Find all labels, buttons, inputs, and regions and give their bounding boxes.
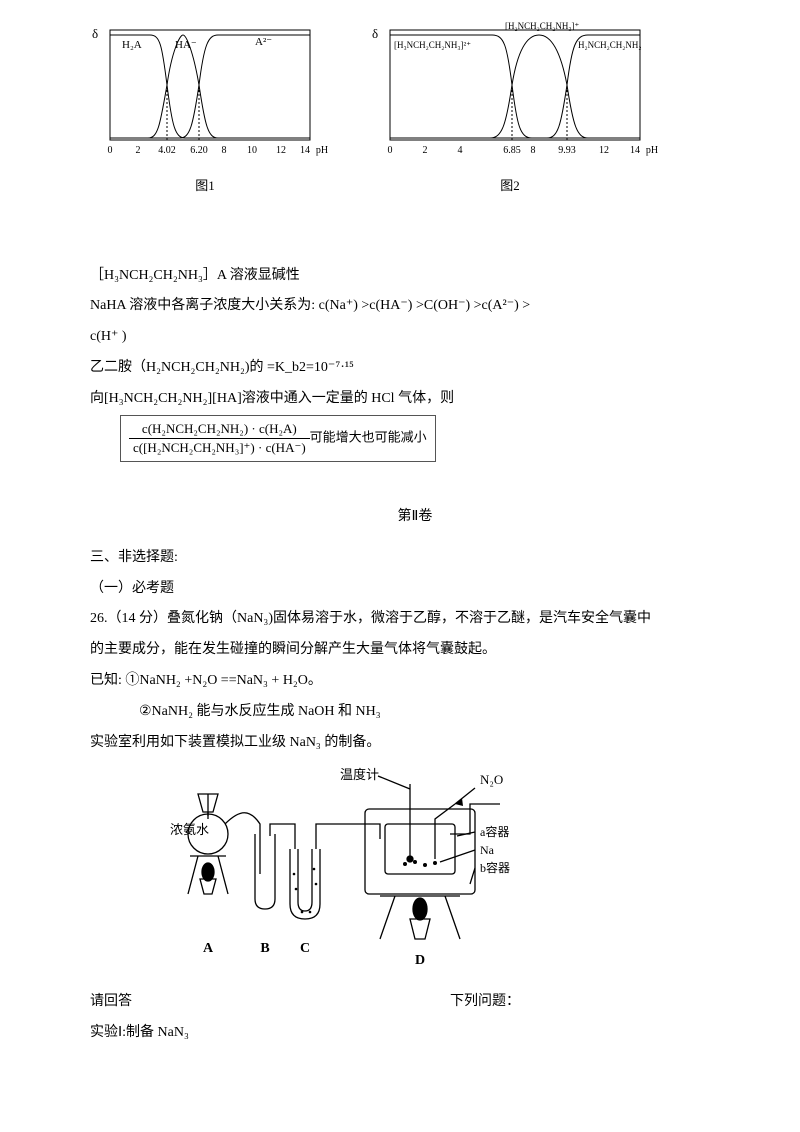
chart1-caption: 图1 [195,172,215,201]
svg-text:9.93: 9.93 [558,145,576,156]
svg-text:H₂NCH₂CH₂NH₂: H₂NCH₂CH₂NH₂ [578,40,642,50]
svg-text:8: 8 [531,145,536,156]
svg-text:[H₂NCH₂CH₂NH₃]⁺: [H₂NCH₂CH₂NH₃]⁺ [505,21,580,31]
chart2-box: δ 0 2 4 6.85 8 9.93 12 14 pH [360,20,660,201]
q26-line1: 26.（14 分）叠氮化钠（NaN₃)固体易溶于水，微溶于乙醇，不溶于乙醚，是汽… [90,604,740,635]
svg-text:pH: pH [646,145,658,156]
fraction-box: c(H₂NCH₂CH₂NH₂) · c(H₂A) c([H₂NCH₂CH₂NH₃… [120,415,436,462]
q3a-heading: （一）必考题 [90,574,740,605]
text-p1: ［H₃NCH₂CH₂NH₃］A 溶液显碱性 [90,261,740,292]
chart2-caption: 图2 [500,172,520,201]
svg-text:2: 2 [136,145,141,156]
svg-text:B: B [260,941,269,956]
svg-text:14: 14 [300,145,310,156]
svg-text:12: 12 [276,145,286,156]
charts-row: δ 0 2 4.02 6.20 8 10 12 14 pH [80,20,740,201]
svg-text:0: 0 [388,145,393,156]
svg-text:0: 0 [108,145,113,156]
svg-text:8: 8 [222,145,227,156]
svg-text:δ: δ [92,26,98,41]
q26-line2: 的主要成分，能在发生碰撞的瞬间分解产生大量气体将气囊鼓起。 [90,635,740,666]
section2-title: 第Ⅱ卷 [90,502,740,533]
svg-text:A: A [203,941,214,956]
known-line2: ②NaNH₂ 能与水反应生成 NaOH 和 NH₃ [90,697,740,728]
text-p4: 乙二胺（H₂NCH₂CH₂NH₂)的 =K_b2=10⁻⁷·¹⁵ [90,353,740,384]
lab-line: 实验室利用如下装置模拟工业级 NaN₃ 的制备。 [90,728,740,759]
answer-line: 请回答 下列问题： [90,987,740,1018]
svg-text:N₂O: N₂O [480,772,503,787]
svg-text:C: C [300,941,310,956]
svg-text:pH: pH [316,145,328,156]
svg-text:δ: δ [372,26,378,41]
chart1-box: δ 0 2 4.02 6.20 8 10 12 14 pH [80,20,330,201]
text-p2: NaHA 溶液中各离子浓度大小关系为: c(Na⁺) >c(HA⁻) >C(OH… [90,291,740,322]
svg-text:HA⁻: HA⁻ [175,39,197,51]
svg-text:4: 4 [458,145,463,156]
apparatus-diagram: 温度计 N₂O 浓氨水 [170,764,740,987]
svg-text:a容器: a容器 [480,824,509,839]
text-p5: 向[H₃NCH₂CH₂NH₂][HA]溶液中通入一定量的 HCl 气体，则 [90,384,740,415]
known-line1: 已知: ①NaNH₂ +N₂O ==NaN₃ + H₂O。 [90,666,740,697]
svg-text:Na: Na [480,843,495,857]
svg-text:[H₃NCH₂CH₂NH₃]²⁺: [H₃NCH₂CH₂NH₃]²⁺ [394,40,471,50]
answer-right: 下列问题： [450,987,520,1018]
svg-text:浓氨水: 浓氨水 [170,822,209,837]
q3-heading: 三、非选择题: [90,543,740,574]
exp1-line: 实验Ⅰ:制备 NaN₃ [90,1018,740,1049]
chart1: δ 0 2 4.02 6.20 8 10 12 14 pH [80,20,330,170]
text-p3: c(H⁺ ) [90,322,740,353]
svg-text:6.85: 6.85 [503,145,521,156]
svg-text:6.20: 6.20 [190,145,208,156]
svg-text:H₂A: H₂A [122,39,142,51]
svg-text:10: 10 [247,145,257,156]
svg-text:4.02: 4.02 [158,145,176,156]
svg-text:温度计: 温度计 [340,767,379,782]
svg-text:12: 12 [599,145,609,156]
page: δ 0 2 4.02 6.20 8 10 12 14 pH [0,0,800,1089]
svg-text:A²⁻: A²⁻ [255,36,272,48]
fraction-num: c(H₂NCH₂CH₂NH₂) · c(H₂A) [129,420,310,439]
answer-left: 请回答 [90,987,450,1018]
svg-text:14: 14 [630,145,640,156]
svg-text:2: 2 [423,145,428,156]
fraction-tail: 可能增大也可能减小 [310,429,427,444]
svg-text:b容器: b容器 [480,860,510,875]
chart2: δ 0 2 4 6.85 8 9.93 12 14 pH [360,20,660,170]
fraction-den: c([H₂NCH₂CH₂NH₃]⁺) · c(HA⁻) [129,439,310,457]
fraction: c(H₂NCH₂CH₂NH₂) · c(H₂A) c([H₂NCH₂CH₂NH₃… [129,420,310,457]
svg-text:D: D [415,953,425,968]
